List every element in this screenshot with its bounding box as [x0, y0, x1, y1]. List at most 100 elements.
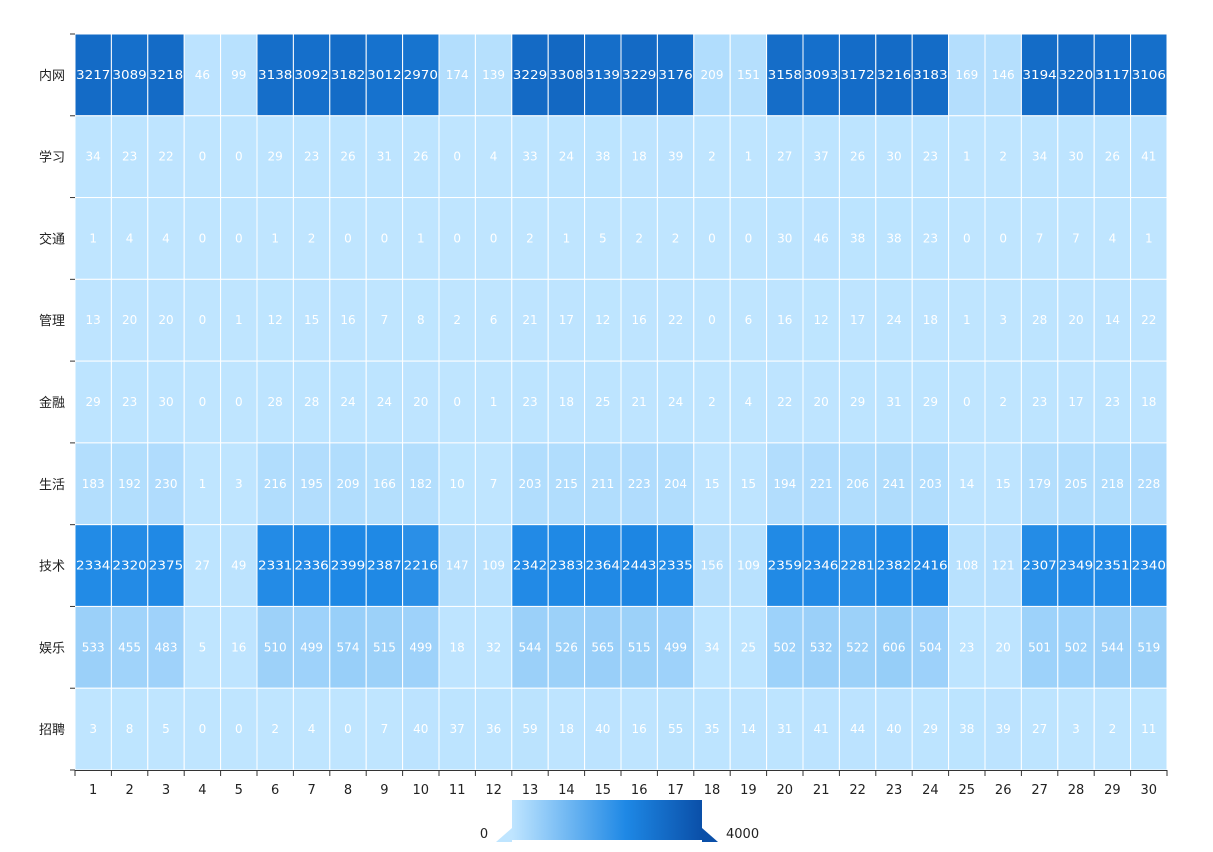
heatmap-cell [620, 115, 658, 199]
heatmap-cell-label: 1 [963, 150, 971, 164]
heatmap-cell-label: 0 [199, 150, 207, 164]
heatmap-cell [292, 605, 331, 689]
heatmap-cell-label: 499 [300, 640, 323, 654]
x-axis-label: 1 [89, 783, 97, 798]
heatmap-cell-label: 2 [635, 231, 643, 245]
heatmap-cell-label: 16 [632, 313, 647, 327]
heatmap-cell-label: 3216 [877, 68, 911, 82]
heatmap-cell-label: 30 [777, 231, 792, 245]
heatmap-cell [838, 33, 877, 117]
heatmap-cell [984, 687, 1022, 771]
heatmap-cell-label: 15 [741, 477, 756, 491]
heatmap-cell [292, 197, 331, 280]
x-axis-label: 25 [959, 783, 976, 798]
heatmap-cell-label: 515 [373, 640, 396, 654]
heatmap-cell-label: 2336 [294, 559, 328, 573]
x-axis-label: 24 [922, 783, 939, 798]
heatmap-cell-label: 34 [704, 640, 719, 654]
heatmap-cell-label: 0 [199, 722, 207, 736]
heatmap-cell-label: 1 [417, 231, 425, 245]
heatmap-cell [1130, 33, 1168, 117]
heatmap-cell-label: 29 [850, 395, 865, 409]
heatmap-cell-label: 194 [773, 477, 796, 491]
heatmap-cell-label: 38 [850, 231, 865, 245]
heatmap-cell-label: 2399 [331, 559, 365, 573]
heatmap-cell-label: 2281 [840, 559, 874, 573]
heatmap-cell-label: 38 [959, 722, 974, 736]
heatmap-cell-label: 574 [337, 640, 360, 654]
heatmap-cell [74, 115, 112, 199]
heatmap-cell [147, 360, 185, 444]
heatmap-cell [329, 33, 367, 117]
heatmap-cell-label: 2346 [804, 559, 838, 573]
heatmap-cell-label: 2 [672, 231, 680, 245]
heatmap-cell-label: 2359 [768, 559, 802, 573]
heatmap-cell-label: 26 [413, 150, 428, 164]
heatmap-cell-label: 35 [704, 722, 719, 736]
heatmap-cell [474, 115, 513, 199]
heatmap-cell-label: 532 [810, 640, 833, 654]
heatmap-cell-label: 4 [308, 722, 316, 736]
heatmap-cell [329, 278, 367, 362]
heatmap-cell [584, 197, 622, 280]
heatmap-cell-label: 241 [883, 477, 906, 491]
heatmap-cell [948, 197, 986, 280]
heatmap-cell-label: 20 [122, 313, 137, 327]
heatmap-cell-label: 223 [628, 477, 651, 491]
heatmap-cell-label: 23 [923, 150, 938, 164]
heatmap-cell-label: 13 [86, 313, 101, 327]
heatmap-cell-label: 2334 [76, 559, 110, 573]
heatmap-cell [838, 524, 877, 607]
heatmap-cell-label: 39 [668, 150, 683, 164]
heatmap-cell-label: 7 [490, 477, 498, 491]
heatmap-cell-label: 7 [1036, 231, 1044, 245]
heatmap-cell-label: 0 [453, 150, 461, 164]
heatmap-cell-label: 0 [999, 231, 1007, 245]
heatmap-cell-label: 4 [1109, 231, 1117, 245]
heatmap-cell-label: 3 [1072, 722, 1080, 736]
y-axis-label: 管理 [39, 314, 65, 329]
heatmap-cell [656, 524, 695, 607]
heatmap-cell-label: 33 [522, 150, 537, 164]
heatmap-cell-label: 31 [377, 150, 392, 164]
heatmap-cell [766, 687, 804, 771]
heatmap-cell-label: 0 [235, 150, 243, 164]
heatmap-cell-label: 23 [522, 395, 537, 409]
heatmap-cell-label: 28 [1032, 313, 1047, 327]
visual-map[interactable]: 0 4000 [480, 800, 759, 842]
heatmap-cell [1020, 442, 1059, 526]
x-axis-label: 26 [995, 783, 1012, 798]
heatmap-cell-label: 216 [264, 477, 287, 491]
heatmap-cell [511, 197, 549, 280]
visual-map-min-handle[interactable] [496, 828, 512, 842]
heatmap-cell-label: 36 [486, 722, 501, 736]
heatmap-cell [438, 687, 476, 771]
heatmap-cell-label: 30 [886, 150, 901, 164]
x-axis: 1 2 3 4 5 6 7 8 9 10 11 12 13 14 15 16 17 18 19 20 21 22 23 24 2… [74, 770, 1168, 798]
y-axis-label: 交通 [39, 231, 65, 247]
heatmap-cell [438, 605, 476, 689]
visual-map-max-handle[interactable] [702, 828, 718, 842]
heatmap-cell-label: 21 [632, 395, 647, 409]
heatmap-cell [474, 278, 513, 362]
heatmap-cell-label: 23 [304, 150, 319, 164]
heatmap-cell [547, 33, 586, 117]
heatmap-cell [329, 197, 367, 280]
heatmap-cells: 3217 3089 3218 46 99 3138 3092 3182 3012 2970 174 1… [74, 33, 1168, 771]
heatmap-cell [620, 33, 658, 117]
heatmap-cell-label: 2 [999, 150, 1007, 164]
heatmap-cell [1130, 360, 1168, 444]
heatmap-cell-label: 3012 [367, 68, 401, 82]
heatmap-cell [693, 605, 731, 689]
visual-map-gradient-bar[interactable] [512, 800, 702, 840]
heatmap-cell [329, 524, 367, 607]
heatmap-cell [438, 524, 476, 607]
heatmap-cell-label: 3106 [1132, 68, 1166, 82]
heatmap-cell-label: 230 [155, 477, 178, 491]
heatmap-cell [256, 605, 294, 689]
heatmap-cell-label: 3308 [549, 68, 583, 82]
heatmap-cell [365, 524, 404, 607]
heatmap-cell [693, 687, 731, 771]
heatmap-cell-label: 2331 [258, 559, 292, 573]
heatmap-cell [402, 197, 440, 280]
